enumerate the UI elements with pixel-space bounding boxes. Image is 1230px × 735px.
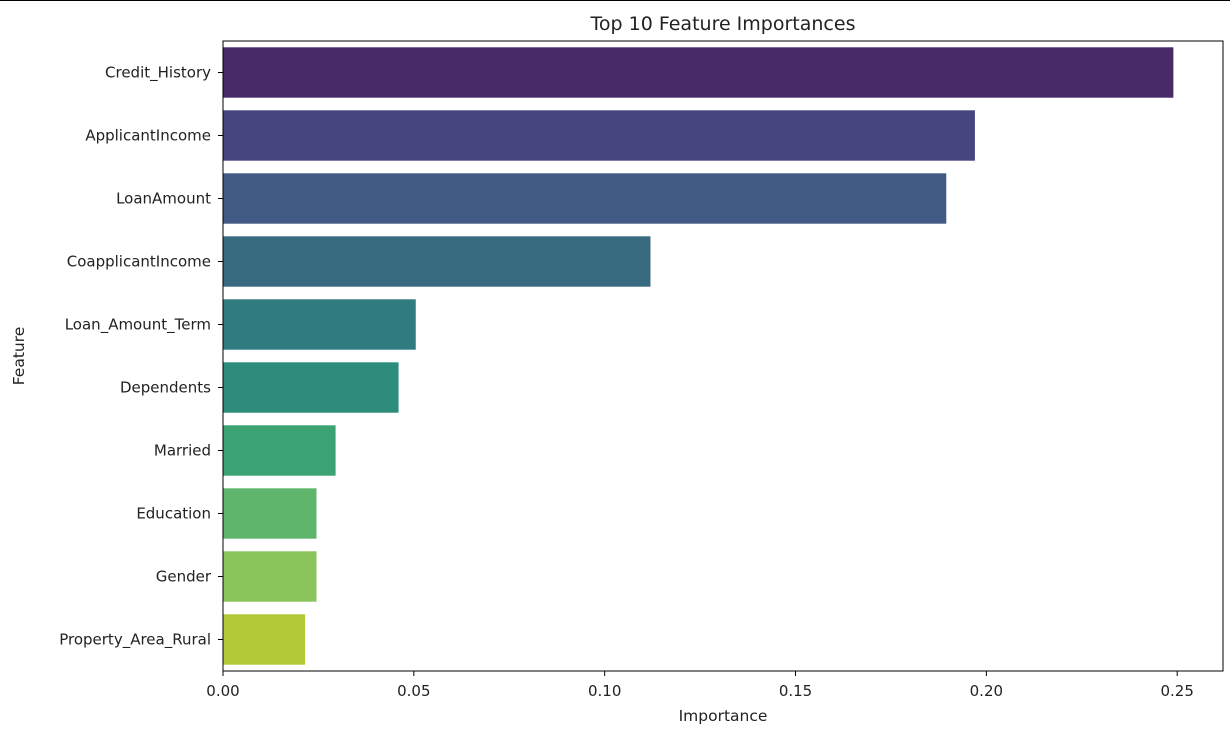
y-axis-ticks: Credit_History ApplicantIncome LoanAmount C… — [59, 64, 223, 650]
bar-loan-amount-term — [223, 299, 416, 350]
y-tick-label: Dependents — [120, 379, 211, 397]
y-tick-label: Gender — [156, 568, 212, 586]
y-tick-label: ApplicantIncome — [85, 127, 211, 145]
y-tick-label: Loan_Amount_Term — [65, 316, 211, 335]
y-tick-label: Property_Area_Rural — [59, 631, 211, 650]
bar-married — [223, 425, 336, 476]
bar-coapplicantincome — [223, 236, 651, 287]
window-top-border — [0, 0, 1230, 1]
y-tick-label: LoanAmount — [116, 190, 211, 208]
x-axis-title: Importance — [679, 707, 768, 725]
bar-property-area-rural — [223, 614, 306, 665]
bar-dependents — [223, 362, 399, 413]
x-tick-label: 0.10 — [588, 682, 621, 700]
y-tick-label: Education — [136, 505, 211, 523]
bar-gender — [223, 551, 317, 602]
bar-loanamount — [223, 173, 947, 224]
x-tick-label: 0.05 — [397, 682, 430, 700]
bars-layer — [223, 47, 1174, 665]
x-tick-label: 0.20 — [970, 682, 1003, 700]
x-axis-ticks: 0.00 0.05 0.10 0.15 0.20 0.25 — [206, 671, 1194, 700]
y-tick-label: Married — [154, 442, 211, 460]
plot-frame — [222, 40, 1224, 672]
y-tick-label: CoapplicantIncome — [67, 253, 211, 271]
y-axis-title: Feature — [10, 327, 28, 386]
bar-credit-history — [223, 47, 1174, 98]
bar-applicantincome — [223, 110, 975, 161]
bar-education — [223, 488, 317, 539]
x-tick-label: 0.15 — [779, 682, 812, 700]
y-tick-label: Credit_History — [105, 64, 211, 83]
chart-title: Top 10 Feature Importances — [590, 13, 856, 35]
x-tick-label: 0.00 — [206, 682, 239, 700]
x-tick-label: 0.25 — [1160, 682, 1193, 700]
